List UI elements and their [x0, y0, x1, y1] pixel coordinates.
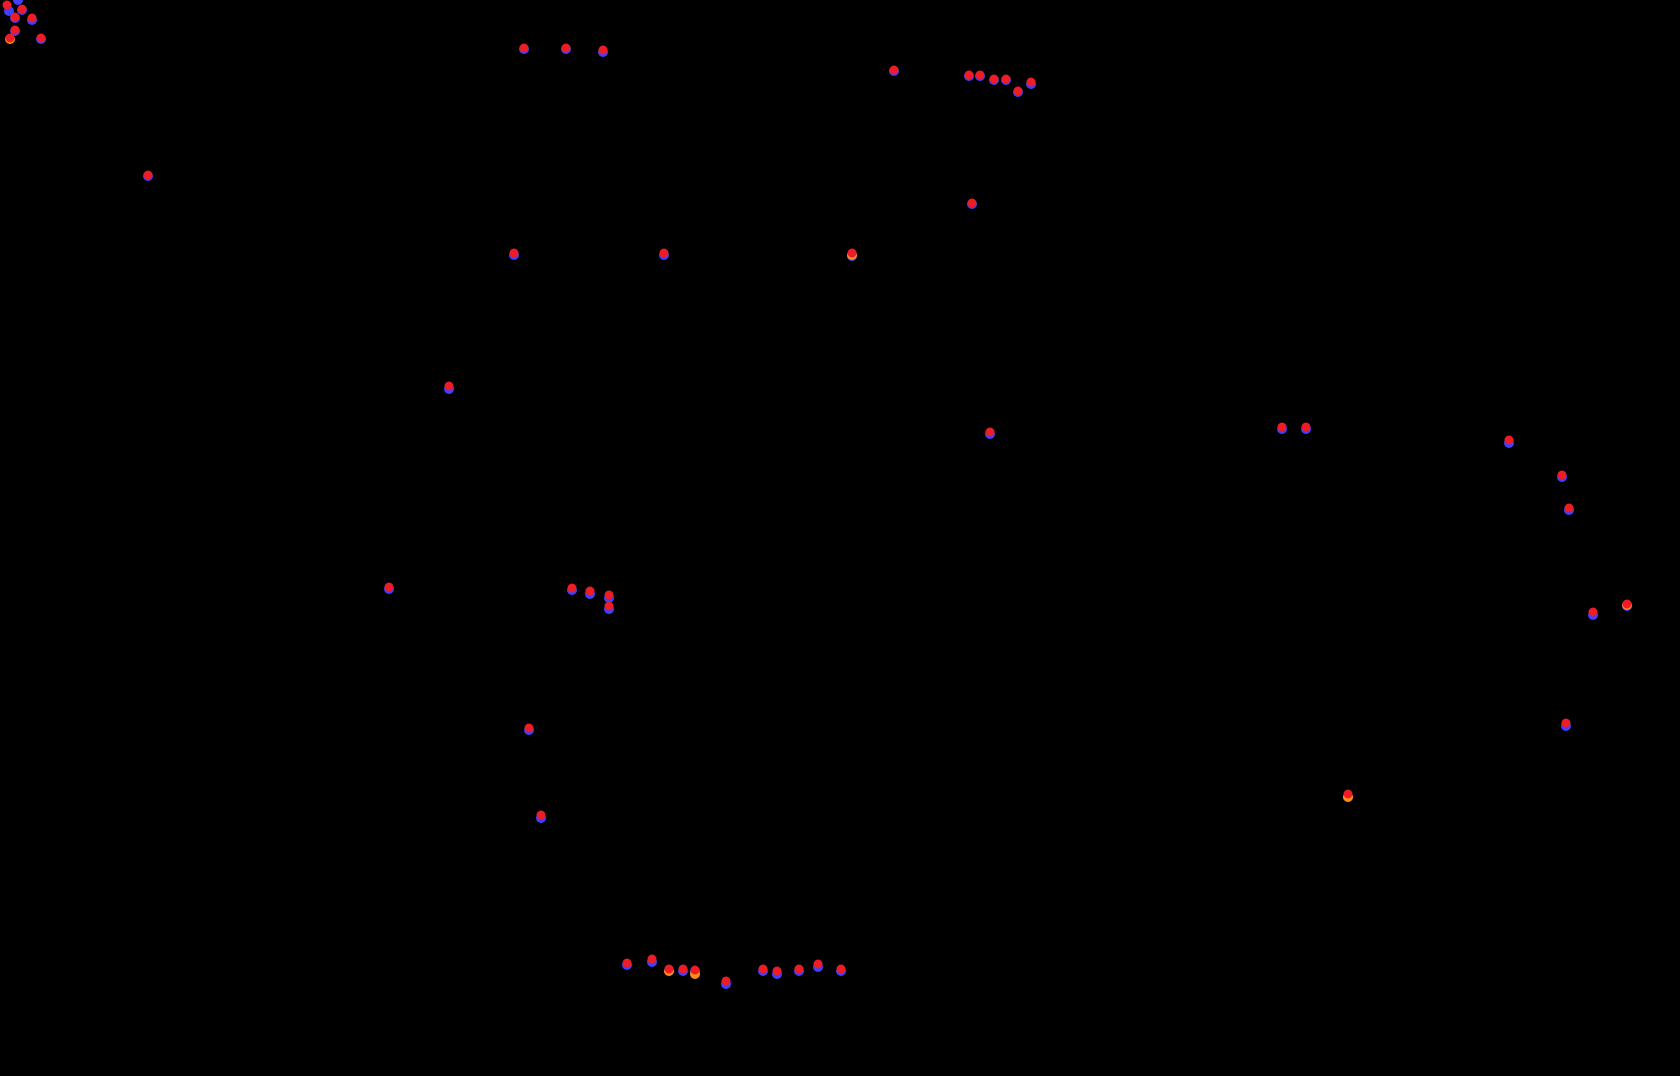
scatter-point: [986, 427, 995, 436]
scatter-point: [444, 382, 453, 391]
scatter-point: [1014, 86, 1023, 95]
scatter-point: [36, 34, 45, 43]
scatter-point: [1026, 78, 1035, 87]
scatter-point: [721, 977, 730, 986]
scatter-point: [837, 965, 846, 974]
scatter-point: [1302, 422, 1311, 431]
scatter-point: [848, 249, 857, 258]
scatter-point: [3, 0, 12, 9]
scatter-point: [510, 249, 519, 258]
scatter-point: [989, 74, 998, 83]
scatter-point: [384, 582, 393, 591]
scatter-point: [537, 811, 546, 820]
scatter-point: [795, 965, 804, 974]
scatter-point: [586, 587, 595, 596]
scatter-point: [976, 71, 985, 80]
scatter-point: [660, 249, 669, 258]
scatter-point: [1565, 503, 1574, 512]
scatter-point: [10, 25, 19, 34]
scatter-point: [665, 965, 674, 974]
scatter-point: [1557, 470, 1566, 479]
scatter-point: [1277, 422, 1286, 431]
scatter-point: [890, 66, 899, 75]
scatter-point: [567, 583, 576, 592]
scatter-point: [967, 198, 976, 207]
scatter-point: [27, 14, 36, 23]
scatter-point: [598, 46, 607, 55]
scatter-point: [1623, 599, 1632, 608]
scatter-point: [758, 965, 767, 974]
scatter-point: [604, 591, 613, 600]
scatter-point: [773, 967, 782, 976]
scatter-point: [1002, 74, 1011, 83]
scatter-point: [1505, 436, 1514, 445]
scatter-point: [524, 723, 533, 732]
scatter-point: [1588, 608, 1597, 617]
scatter-point: [604, 602, 613, 611]
scatter-point: [519, 43, 528, 52]
scatter-point: [690, 966, 699, 975]
scatter-point: [1561, 719, 1570, 728]
scatter-point: [10, 13, 19, 22]
scatter-point: [143, 170, 152, 179]
scatter-point: [813, 960, 822, 969]
scatter-point: [1343, 790, 1352, 799]
scatter-point: [561, 43, 570, 52]
scatter-point: [623, 958, 632, 967]
scatter-point: [647, 955, 656, 964]
scatter-point: [5, 34, 14, 43]
scatter-point: [18, 4, 27, 13]
scatter-point: [965, 71, 974, 80]
scatter-chart: [0, 0, 1680, 1076]
scatter-point: [678, 965, 687, 974]
